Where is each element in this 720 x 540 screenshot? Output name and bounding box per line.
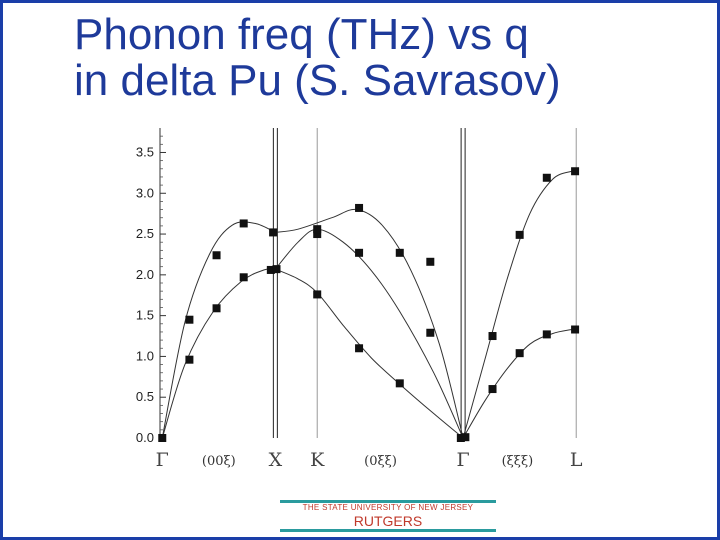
data-point-series-2 (212, 304, 221, 313)
y-tick-label: 0.0 (136, 430, 154, 445)
data-point-series-5 (571, 325, 580, 334)
x-direction-label: (0ξξ) (364, 454, 397, 469)
data-point-series-2 (266, 265, 275, 274)
data-point-series-3 (461, 433, 470, 442)
data-point-series-1 (185, 315, 194, 324)
data-point-series-3 (456, 434, 465, 442)
data-point-series-5 (515, 349, 524, 358)
y-tick-label: 1.5 (136, 308, 154, 323)
y-tick-label: 0.5 (136, 389, 154, 404)
dispersion-curve-1 (161, 221, 276, 439)
dispersion-curve-5 (275, 268, 464, 439)
x-direction-label: (00ξ) (202, 454, 236, 469)
data-point-series-5 (488, 385, 497, 394)
dispersion-curves (161, 170, 572, 439)
x-symmetry-label: Γ (457, 449, 470, 471)
dispersion-curve-6 (462, 170, 572, 439)
footer-top-rule (280, 500, 496, 503)
x-symmetry-label: L (570, 449, 583, 471)
data-point-series-1 (395, 248, 404, 257)
x-symmetry-label: X (269, 449, 283, 471)
data-point-series-2 (239, 273, 248, 282)
data-point-series-2 (355, 248, 364, 257)
data-point-series-2 (313, 225, 322, 234)
y-tick-label: 3.0 (136, 185, 154, 200)
data-point-series-1 (239, 219, 248, 228)
data-point-series-4 (571, 167, 580, 176)
data-points (158, 167, 580, 442)
dispersion-curve-7 (462, 329, 572, 439)
slide-title: Phonon freq (THz) vs q in delta Pu (S. S… (74, 12, 694, 104)
data-point-series-1 (158, 434, 167, 442)
data-point-series-4 (488, 332, 497, 341)
y-tick-label: 2.5 (136, 226, 154, 241)
footer-rutgers-text: RUTGERS (353, 513, 423, 529)
footer-bottom-rule (280, 529, 496, 532)
data-point-series-1 (269, 228, 278, 237)
data-point-series-2 (185, 355, 194, 364)
data-point-series-3 (355, 344, 364, 353)
title-line-2: in delta Pu (S. Savrasov) (74, 56, 561, 105)
x-symmetry-label: K (310, 449, 325, 471)
data-point-series-2 (272, 265, 281, 274)
chart-labels: 0.0 0.5 1.0 1.5 2.0 2.5 3.0 3.5 Γ X K Γ L (00ξ) (0ξξ) (… (136, 144, 583, 471)
chart-axes (159, 128, 577, 439)
dispersion-curve-2 (161, 268, 276, 439)
data-point-series-5 (542, 330, 551, 339)
rutgers-logo: THE STATE UNIVERSITY OF NEW JERSEY RUTGE… (280, 500, 496, 534)
title-line-1: Phonon freq (THz) vs q (74, 10, 529, 59)
data-point-series-1 (355, 203, 364, 212)
dispersion-curve-4 (275, 228, 464, 439)
data-point-series-3 (313, 290, 322, 299)
y-tick-label: 1.0 (136, 348, 154, 363)
footer-university-text: THE STATE UNIVERSITY OF NEW JERSEY (302, 503, 474, 512)
data-point-series-4 (542, 173, 551, 182)
data-point-series-3 (395, 379, 404, 388)
data-point-series-4 (515, 230, 524, 239)
data-point-series-1 (313, 230, 322, 239)
data-point-series-1 (212, 251, 221, 260)
data-point-series-2 (426, 328, 435, 337)
x-direction-label: (ξξξ) (502, 454, 534, 469)
data-point-series-1 (426, 257, 435, 266)
dispersion-curve-3 (275, 208, 464, 439)
x-symmetry-label: Γ (156, 449, 169, 471)
y-tick-label: 2.0 (136, 267, 154, 282)
y-tick-label: 3.5 (136, 144, 154, 159)
